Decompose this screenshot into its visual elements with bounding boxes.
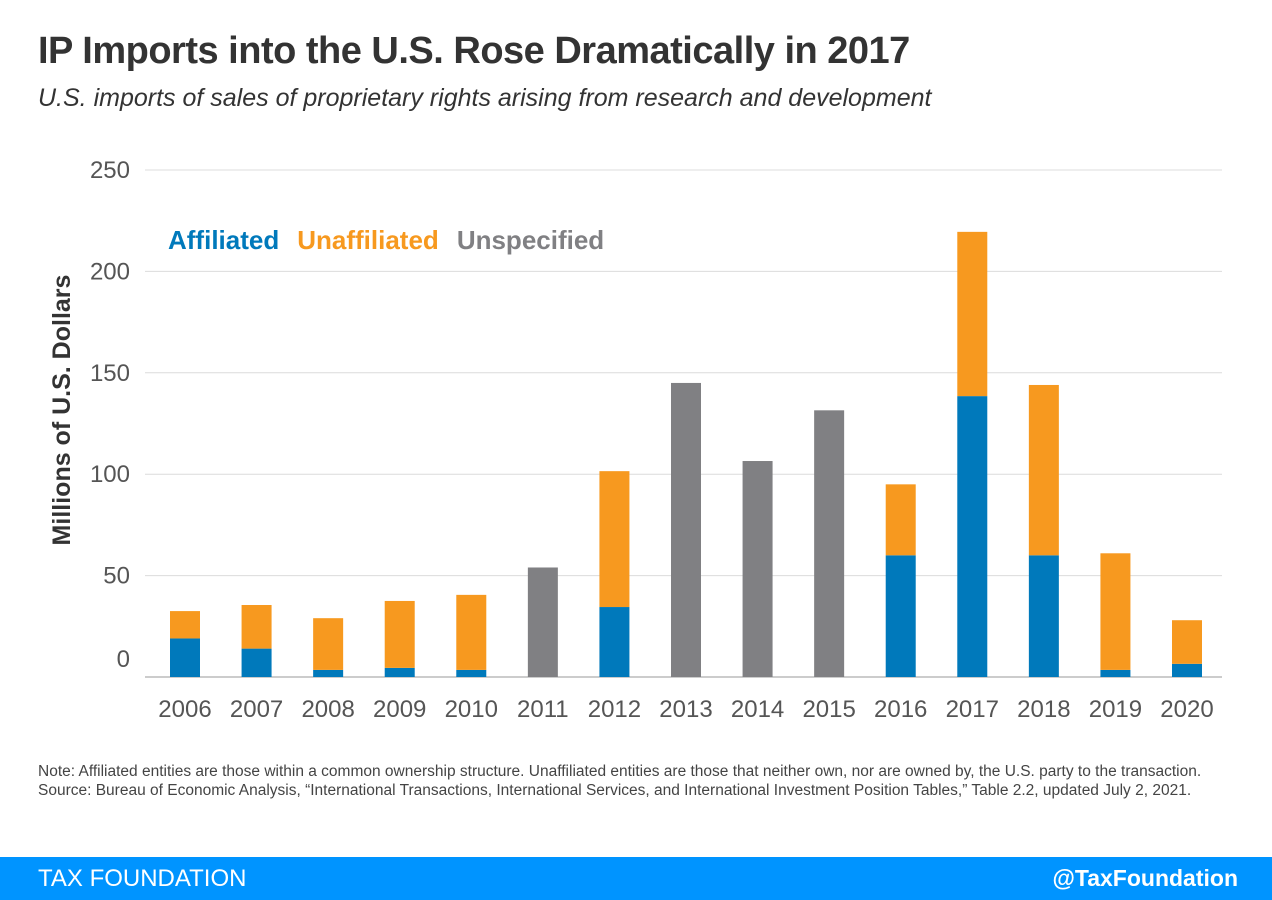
legend: Affiliated Unaffiliated Unspecified xyxy=(168,225,604,255)
y-tick-label: 250 xyxy=(90,157,130,184)
y-tick-label: 0 xyxy=(117,646,130,673)
bar-unaffiliated-2020 xyxy=(1172,620,1202,664)
bar-unspecified-2015 xyxy=(814,410,845,677)
chart-notes: Note: Affiliated entities are those with… xyxy=(38,762,1228,800)
bar-affiliated-2006 xyxy=(170,638,200,677)
bar-unspecified-2013 xyxy=(671,382,701,677)
bar-affiliated-2020 xyxy=(1172,663,1202,677)
bar-affiliated-2007 xyxy=(241,648,272,677)
y-tick-label: 50 xyxy=(103,563,130,590)
bar-unaffiliated-2017 xyxy=(957,231,988,397)
bar-unaffiliated-2010 xyxy=(456,594,487,670)
x-tick-label: 2006 xyxy=(158,696,211,723)
x-tick-label: 2015 xyxy=(802,696,855,723)
x-tick-label: 2008 xyxy=(301,696,354,723)
stacked-bar-chart: Millions of U.S. Dollars Affiliated Unaff… xyxy=(48,157,1222,723)
x-tick-label: 2007 xyxy=(230,696,283,723)
x-tick-label: 2013 xyxy=(659,696,712,723)
legend-item-unspecified: Unspecified xyxy=(457,225,604,255)
bar-affiliated-2017 xyxy=(957,396,988,677)
bar-unaffiliated-2018 xyxy=(1028,384,1059,556)
source-text: Source: Bureau of Economic Analysis, “In… xyxy=(38,782,1192,799)
legend-item-affiliated: Affiliated xyxy=(168,225,279,255)
bar-unaffiliated-2007 xyxy=(241,605,272,649)
bar-affiliated-2009 xyxy=(384,667,415,677)
footer-bar: TAX FOUNDATION @TaxFoundation xyxy=(0,857,1272,900)
bar-affiliated-2012 xyxy=(599,607,630,677)
x-tick-label: 2012 xyxy=(588,696,641,723)
bar-affiliated-2018 xyxy=(1028,555,1059,677)
y-axis-label: Millions of U.S. Dollars xyxy=(48,275,76,546)
note-text: Note: Affiliated entities are those with… xyxy=(38,763,1202,780)
x-tick-label: 2017 xyxy=(946,696,999,723)
x-tick-label: 2009 xyxy=(373,696,426,723)
x-tick-label: 2011 xyxy=(517,696,569,723)
bar-unspecified-2014 xyxy=(742,461,773,677)
x-tick-label: 2019 xyxy=(1089,696,1142,723)
x-tick-label: 2018 xyxy=(1017,696,1070,723)
bar-unaffiliated-2012 xyxy=(599,471,630,608)
y-tick-label: 200 xyxy=(90,258,130,285)
bar-unaffiliated-2019 xyxy=(1100,553,1131,670)
y-tick-label: 150 xyxy=(90,360,130,387)
bar-affiliated-2010 xyxy=(456,669,487,677)
bar-affiliated-2008 xyxy=(313,669,344,677)
chart-title: IP Imports into the U.S. Rose Dramatical… xyxy=(38,30,910,72)
bar-unaffiliated-2009 xyxy=(384,600,415,668)
bar-unspecified-2011 xyxy=(527,567,558,677)
twitter-handle[interactable]: @TaxFoundation xyxy=(1052,865,1238,891)
bar-affiliated-2016 xyxy=(885,555,916,677)
y-tick-label: 100 xyxy=(90,461,130,488)
bar-unaffiliated-2008 xyxy=(313,618,344,670)
x-tick-label: 2014 xyxy=(731,696,784,723)
legend-item-unaffiliated: Unaffiliated xyxy=(297,225,439,255)
bar-affiliated-2019 xyxy=(1100,669,1131,677)
bar-unaffiliated-2006 xyxy=(170,611,200,639)
x-tick-label: 2020 xyxy=(1160,696,1213,723)
brand-logo-text: TAX FOUNDATION xyxy=(38,865,247,892)
x-tick-label: 2010 xyxy=(445,696,498,723)
chart-subtitle: U.S. imports of sales of proprietary rig… xyxy=(38,84,932,112)
x-tick-label: 2016 xyxy=(874,696,927,723)
bar-unaffiliated-2016 xyxy=(885,484,916,556)
